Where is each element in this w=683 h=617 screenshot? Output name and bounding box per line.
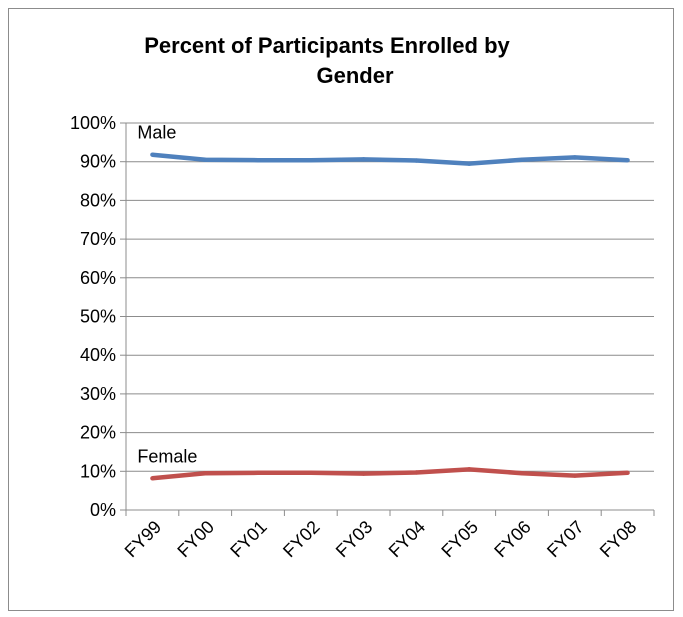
data-point-female [572, 473, 577, 478]
series-labels: Male Female [137, 123, 197, 467]
data-point-male [519, 157, 525, 162]
data-point-female [519, 471, 525, 476]
data-point-male [361, 157, 366, 162]
x-tick-label: FY06 [490, 517, 535, 562]
y-tick-label: 90% [80, 152, 116, 172]
data-point-female [467, 467, 472, 472]
data-point-male [308, 157, 313, 163]
data-point-male [150, 152, 155, 157]
x-tick-label: FY03 [332, 517, 377, 562]
series-label-female: Female [137, 446, 197, 466]
y-tick-label: 40% [80, 345, 116, 365]
axes: 0%10%20%30%40%50%60%70%80%90%100%FY99 FY0… [70, 113, 655, 562]
data-point-female [203, 471, 208, 476]
x-tick-label: FY01 [226, 517, 271, 562]
series-lines [150, 152, 630, 481]
data-point-male [255, 157, 261, 163]
series-line-female [152, 467, 628, 481]
series-line-male [152, 152, 628, 166]
data-point-male [572, 155, 577, 160]
y-tick-label: 100% [70, 113, 116, 133]
y-tick-label: 10% [80, 461, 116, 481]
x-tick-label: FY02 [279, 517, 324, 562]
y-tick-label: 20% [80, 423, 116, 443]
chart-title-line-2: Gender [316, 63, 393, 88]
x-tick-label: FY07 [543, 517, 588, 562]
y-tick-label: 70% [80, 229, 116, 249]
gridlines [126, 122, 654, 472]
x-tick-label: FY08 [596, 517, 641, 562]
data-point-female [255, 470, 261, 476]
data-point-male [467, 161, 472, 166]
y-tick-label: 30% [80, 384, 116, 404]
x-tick-label: FY05 [437, 517, 482, 562]
data-point-female [625, 470, 630, 476]
x-tick-label: FY99 [121, 517, 166, 562]
data-point-female [150, 476, 155, 481]
data-point-female [414, 470, 419, 475]
data-point-male [414, 158, 419, 163]
y-tick-label: 60% [80, 268, 116, 288]
x-tick-label: FY04 [385, 517, 430, 562]
series-label-male: Male [137, 123, 176, 143]
y-tick-label: 80% [80, 190, 116, 210]
x-tick-label: FY00 [173, 517, 218, 562]
data-point-male [203, 157, 208, 162]
data-point-female [361, 471, 366, 476]
data-point-male [625, 157, 630, 163]
y-tick-label: 50% [80, 307, 116, 327]
data-point-female [308, 470, 313, 476]
chart-title-line-1: Percent of Participants Enrolled by [144, 33, 510, 58]
y-tick-label: 0% [90, 500, 116, 520]
